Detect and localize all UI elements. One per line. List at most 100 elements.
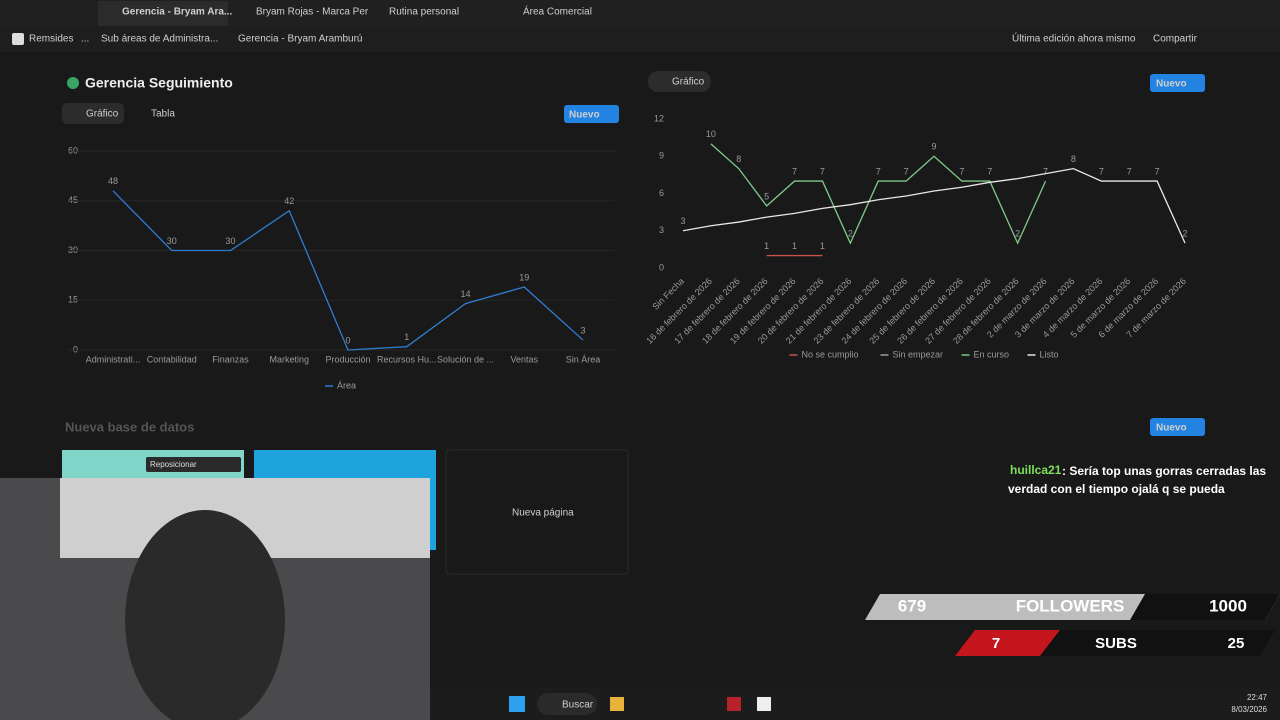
- subs-label: SUBS: [1095, 635, 1137, 652]
- chat-message: : Sería top unas gorras cerradas las ver…: [1008, 464, 1267, 496]
- y-tick-label: 15: [68, 295, 78, 305]
- data-label: 3: [580, 325, 585, 335]
- reposition-toolbar: [146, 457, 241, 472]
- data-label: 2: [1015, 229, 1020, 239]
- data-label: 3: [680, 216, 685, 226]
- data-label: 30: [225, 236, 235, 246]
- view-tab[interactable]: Gráfico: [86, 109, 119, 120]
- view-tab-active[interactable]: [648, 71, 711, 92]
- data-label: 7: [1127, 166, 1132, 176]
- last-edit: Última edición ahora mismo: [1012, 32, 1136, 45]
- data-label: 7: [987, 166, 992, 176]
- reposition-button[interactable]: Reposicionar: [150, 460, 197, 469]
- data-label: 42: [284, 196, 294, 206]
- data-label: 8: [736, 154, 741, 164]
- clock-date: 8/03/2026: [1231, 705, 1267, 714]
- x-tick-label: Contabilidad: [147, 354, 197, 364]
- x-tick-label: Solución de ...: [437, 354, 494, 364]
- tab[interactable]: Gerencia - Bryam Ara...: [122, 7, 232, 18]
- data-label: 1: [764, 241, 769, 251]
- series-line: [682, 167, 1186, 244]
- data-label: 9: [931, 142, 936, 152]
- data-label: 1: [820, 241, 825, 251]
- data-label: 19: [519, 272, 529, 282]
- search-label[interactable]: Buscar: [562, 700, 594, 711]
- active-tab[interactable]: [98, 1, 228, 26]
- y-tick-label: 12: [654, 113, 664, 123]
- new-button[interactable]: [1150, 418, 1205, 436]
- data-label: 7: [876, 166, 881, 176]
- subs-count: 7: [992, 635, 1000, 652]
- search-box[interactable]: [537, 693, 597, 715]
- new-button-label[interactable]: Nuevo: [569, 110, 600, 121]
- new-button[interactable]: [564, 105, 619, 123]
- tab[interactable]: Área Comercial: [523, 5, 592, 18]
- app-icon[interactable]: [727, 697, 741, 711]
- breadcrumb[interactable]: Sub áreas de Administra...: [101, 34, 218, 45]
- followers-count: 679: [898, 596, 926, 615]
- data-label: 2: [848, 229, 853, 239]
- data-label: 10: [706, 129, 716, 139]
- y-tick-label: 9: [659, 151, 664, 161]
- tab[interactable]: Rutina personal: [389, 7, 459, 18]
- share-button[interactable]: Compartir: [1153, 34, 1198, 45]
- x-tick-label: Sin Área: [566, 354, 601, 364]
- legend-label: Área: [337, 380, 356, 390]
- page-title: Gerencia Seguimiento: [85, 75, 233, 91]
- data-label: 2: [1182, 229, 1187, 239]
- y-tick-label: 60: [68, 145, 78, 155]
- data-label: 1: [404, 332, 409, 342]
- data-label: 7: [959, 166, 964, 176]
- view-tab-active[interactable]: [62, 103, 124, 124]
- new-button-label[interactable]: Nuevo: [1156, 423, 1187, 434]
- breadcrumb[interactable]: Gerencia - Bryam Aramburú: [238, 34, 363, 45]
- breadcrumb[interactable]: ...: [81, 34, 89, 45]
- nav-bar: [0, 26, 1280, 52]
- data-label: 48: [108, 176, 118, 186]
- y-tick-label: 30: [68, 245, 78, 255]
- followers-goal-bg: [1130, 594, 1280, 620]
- data-label: 0: [345, 335, 350, 345]
- series-line: [710, 143, 1047, 245]
- y-tick-label: 3: [659, 225, 664, 235]
- subs-bg: [1040, 630, 1275, 656]
- view-tab[interactable]: Gráfico: [672, 77, 705, 88]
- x-tick-label: Producción: [325, 354, 370, 364]
- breadcrumb[interactable]: Remsides: [29, 34, 73, 45]
- chat-user: huillca21: [1010, 463, 1062, 477]
- data-label: 7: [820, 166, 825, 176]
- x-tick-label: Administrati...: [86, 354, 141, 364]
- data-label: 5: [764, 191, 769, 201]
- view-tab[interactable]: Tabla: [151, 109, 175, 120]
- y-tick-label: 0: [659, 262, 664, 272]
- webcam-person: [125, 510, 285, 720]
- data-label: 1: [792, 241, 797, 251]
- data-label: 7: [1099, 166, 1104, 176]
- workspace-icon: [12, 33, 24, 45]
- subs-bar: [955, 630, 1060, 656]
- start-button[interactable]: [509, 696, 525, 712]
- legend-label: No se cumplio: [802, 349, 859, 359]
- legend-label: Sin empezar: [893, 349, 944, 359]
- followers-goal: 1000: [1209, 596, 1247, 615]
- check-icon: [67, 77, 79, 89]
- followers-label: FOLLOWERS: [1016, 596, 1125, 615]
- new-page-label[interactable]: Nueva página: [512, 508, 574, 519]
- app-icon[interactable]: [757, 697, 771, 711]
- subs-goal: 25: [1228, 635, 1245, 652]
- data-label: 7: [1043, 166, 1048, 176]
- data-label: 7: [904, 166, 909, 176]
- tab[interactable]: Bryam Rojas - Marca Per: [256, 7, 369, 18]
- clock-time: 22:47: [1247, 693, 1268, 702]
- data-label: 7: [792, 166, 797, 176]
- new-button[interactable]: [1150, 74, 1205, 92]
- app-icon[interactable]: [610, 697, 624, 711]
- new-page-card[interactable]: [445, 449, 629, 575]
- new-button-label[interactable]: Nuevo: [1156, 79, 1187, 90]
- x-tick-label: Recursos Hu...: [377, 354, 437, 364]
- series-line: [112, 190, 584, 351]
- data-label: 14: [460, 289, 470, 299]
- data-label: 30: [167, 236, 177, 246]
